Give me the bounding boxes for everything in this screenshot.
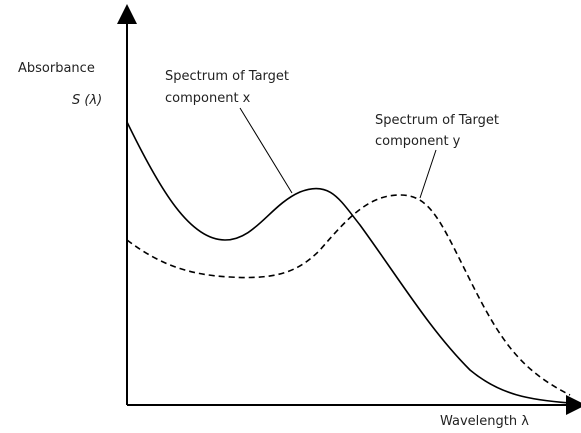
y-axis-label: Absorbance xyxy=(18,61,95,76)
annotation-line: component y xyxy=(375,134,461,149)
x-axis-label: Wavelength λ xyxy=(440,414,529,429)
curve-x xyxy=(126,121,571,404)
annotation-line: Spectrum of Target xyxy=(375,113,499,128)
leader-x xyxy=(239,107,293,194)
curve-y xyxy=(126,194,571,396)
annotation-line: component x xyxy=(165,91,251,106)
leader-y xyxy=(419,149,437,199)
y-axis-symbol: S (λ) xyxy=(72,93,102,108)
annotation-line: Spectrum of Target xyxy=(165,69,289,84)
